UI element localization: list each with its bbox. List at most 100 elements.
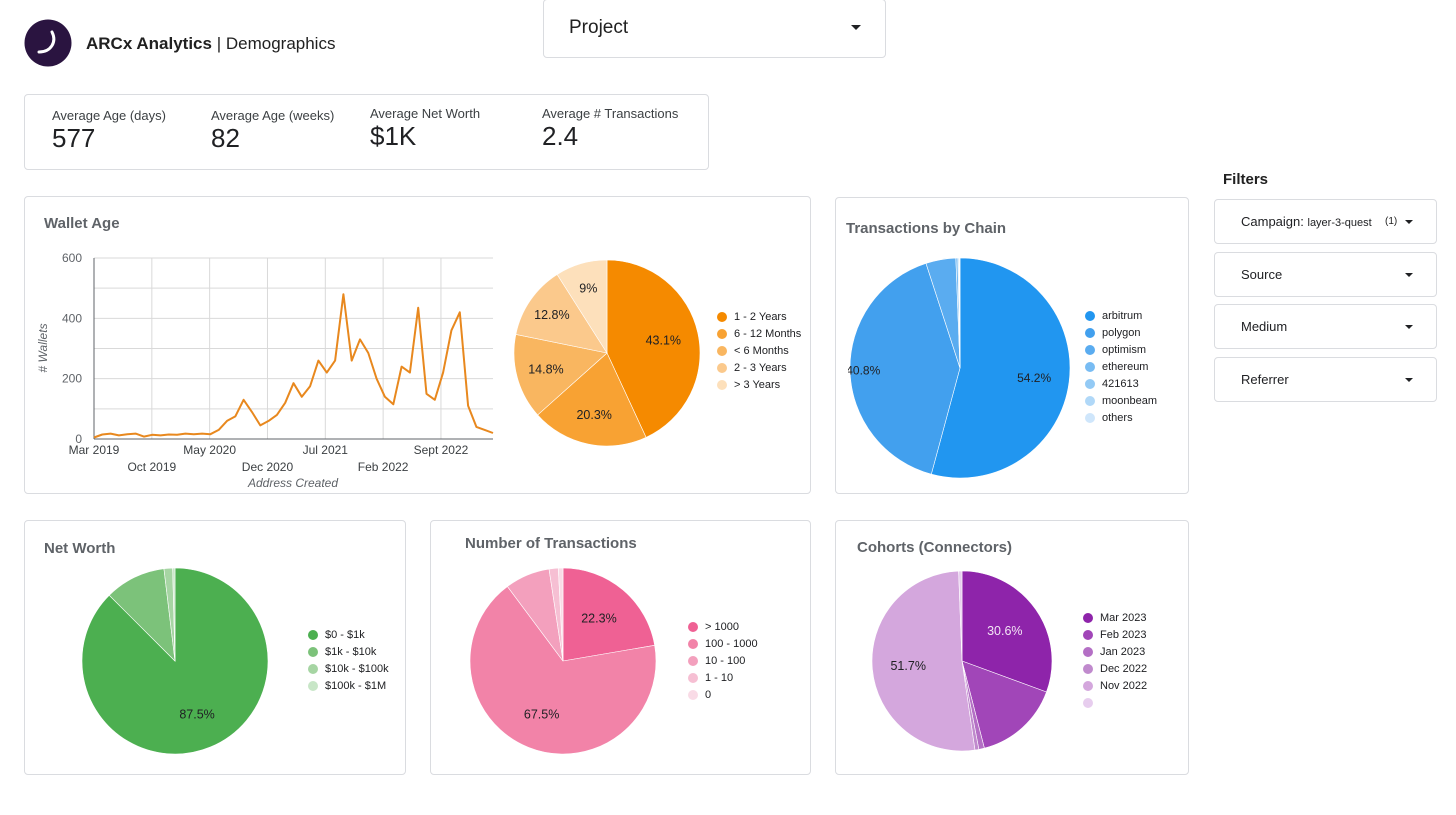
wallet-age-pie-slice-label-0: 43.1% [646,334,681,348]
tx-by-chain-legend-label: 421613 [1102,377,1139,390]
kpi-value-avg-net-worth: $1K [370,121,417,151]
chevron-down-icon [1405,378,1413,382]
net-worth-slice-0 [81,567,269,755]
wallet-age-pie-legend-swatch [717,362,727,373]
filters-title: Filters [1223,171,1269,188]
net-worth-slice-label-0: 87.5% [179,707,214,721]
tx-by-chain-legend-label: arbitrum [1102,309,1143,322]
kpi-label-avg-age-weeks: Average Age (weeks) [211,108,335,123]
filter-campaign[interactable]: Campaign: layer-3-quest (1) [1214,199,1437,244]
arcx-logo-icon [24,19,72,67]
wallet-age-xtick-label: Dec 2020 [242,460,294,474]
tx-by-chain-legend: arbitrum polygon optimism ethereum 421613 moo… [1085,307,1157,426]
cohorts-legend-label: Feb 2023 [1100,628,1147,641]
filter-medium[interactable]: Medium [1214,304,1437,349]
tx-by-chain-legend-swatch [1085,310,1095,321]
wallet-age-pie-slice-1 [537,352,647,447]
wallet-age-pie-legend-label: 2 - 3 Years [734,361,787,374]
tx-by-chain-legend-swatch [1085,395,1095,406]
wallet-age-ytick-label: 400 [62,311,82,325]
kpi-value-avg-age-days: 577 [52,123,96,153]
wallet-age-pie-legend-item: 6 - 12 Months [717,325,801,342]
wallet-age-ytick-label: 0 [75,432,82,446]
net-worth-legend-swatch [308,629,318,640]
filter-referrer[interactable]: Referrer [1214,357,1437,402]
filter-campaign-count: (1) [1385,216,1398,227]
num-transactions-legend-item: 100 - 1000 [688,635,758,652]
num-transactions-slice-0 [562,567,656,662]
wallet-age-pie-legend-label: 6 - 12 Months [734,327,802,340]
wallet-age-title: Wallet Age [44,215,120,232]
cohorts-legend-label: Jan 2023 [1100,645,1146,658]
chevron-down-icon [1405,273,1413,277]
cohorts-legend-swatch [1083,612,1093,623]
kpi-value-avg-age-weeks: 82 [211,123,240,153]
tx-by-chain-legend-item: ethereum [1085,358,1157,375]
net-worth-legend-label: $10k - $100k [325,662,389,675]
cohorts-legend-label: Dec 2022 [1100,662,1148,675]
tx-by-chain-legend-swatch [1085,327,1095,338]
kpi-value-avg-transactions: 2.4 [542,121,579,151]
num-transactions-legend-item: > 1000 [688,618,758,635]
cohorts-legend-item: Dec 2022 [1083,660,1147,677]
num-transactions-legend-swatch [688,672,698,683]
brand-name: ARCx Analytics [86,34,212,53]
net-worth-legend-item: $100k - $1M [308,677,389,694]
num-transactions-slice-label-0: 22.3% [581,611,616,625]
tx-by-chain-slice-label-1: 40.8% [848,363,881,377]
wallet-age-pie-legend-swatch [717,311,727,322]
wallet-age-xtick-label: Jul 2021 [303,443,349,457]
wallet-age-pie-legend-swatch [717,328,727,339]
filter-referrer-label: Referrer [1241,372,1289,387]
tx-by-chain-legend-item: others [1085,409,1157,426]
num-transactions-legend-item: 1 - 10 [688,669,758,686]
num-transactions-legend-label: 10 - 100 [705,654,746,667]
tx-by-chain-slice-0 [930,257,1071,479]
project-dropdown[interactable]: Project [543,0,886,58]
wallet-age-xtick-label: Mar 2019 [69,443,120,457]
net-worth-legend: $0 - $1k $1k - $10k $10k - $100k $100k - $1… [308,626,389,694]
filter-campaign-label: Campaign: layer-3-quest [1241,214,1372,229]
header-separator: | [216,34,222,53]
wallet-age-line-chart: 0 200 400 600 Mar 2019 May 2020 Jul 2021 Sept 2… [36,251,494,490]
cohorts-legend-label: Nov 2022 [1100,679,1148,692]
cohorts-legend-label: Mar 2023 [1100,611,1147,624]
cohorts-legend-swatch [1083,663,1093,674]
cohorts-pie-chart: 30.6% 51.7% [871,570,1053,752]
wallet-age-pie-legend-swatch [717,379,727,390]
tx-by-chain-title: Transactions by Chain [846,220,1007,237]
cohorts-legend-item: Jan 2023 [1083,643,1147,660]
num-transactions-legend: > 1000 100 - 1000 10 - 100 1 - 10 0 [688,618,758,703]
kpi-label-avg-transactions: Average # Transactions [542,106,679,121]
wallet-age-pie-slice-0 [606,259,701,438]
wallet-age-pie-legend-label: > 3 Years [734,378,781,391]
tx-by-chain-legend-swatch [1085,344,1095,355]
wallet-age-xtick-label: Feb 2022 [358,460,409,474]
net-worth-title: Net Worth [44,540,116,557]
num-transactions-legend-label: 100 - 1000 [705,637,758,650]
num-transactions-slice-label-1: 67.5% [524,708,559,722]
wallet-age-xtick-label: Sept 2022 [414,443,469,457]
num-transactions-legend-label: 1 - 10 [705,671,734,684]
filter-campaign-value: layer-3-quest [1307,217,1372,229]
wallet-age-series-line [93,293,494,439]
net-worth-legend-swatch [308,663,318,674]
net-worth-legend-item: $1k - $10k [308,643,389,660]
cohorts-slice-label-4: 51.7% [890,659,925,673]
filter-medium-label: Medium [1241,319,1288,334]
kpi-label-avg-age-days: Average Age (days) [52,108,166,123]
cohorts-slice-0 [961,570,1053,693]
cohorts-legend-swatch [1083,680,1093,691]
tx-by-chain-slice-label-0: 54.2% [1017,371,1051,385]
wallet-age-pie-legend-item: 2 - 3 Years [717,359,801,376]
cohorts-title: Cohorts (Connectors) [857,539,1012,556]
wallet-age-pie-slice-3 [515,274,608,354]
chevron-down-icon [851,25,861,30]
header-title: ARCx Analytics | Demographics [86,34,335,54]
wallet-age-pie-legend-label: < 6 Months [734,344,789,357]
wallet-age-pie-slice-label-2: 14.8% [528,362,563,376]
filter-source[interactable]: Source [1214,252,1437,297]
net-worth-pie-chart: 87.5% [81,567,269,755]
num-transactions-slice-4 [558,567,564,662]
cohorts-slice-label-0: 30.6% [987,624,1022,638]
